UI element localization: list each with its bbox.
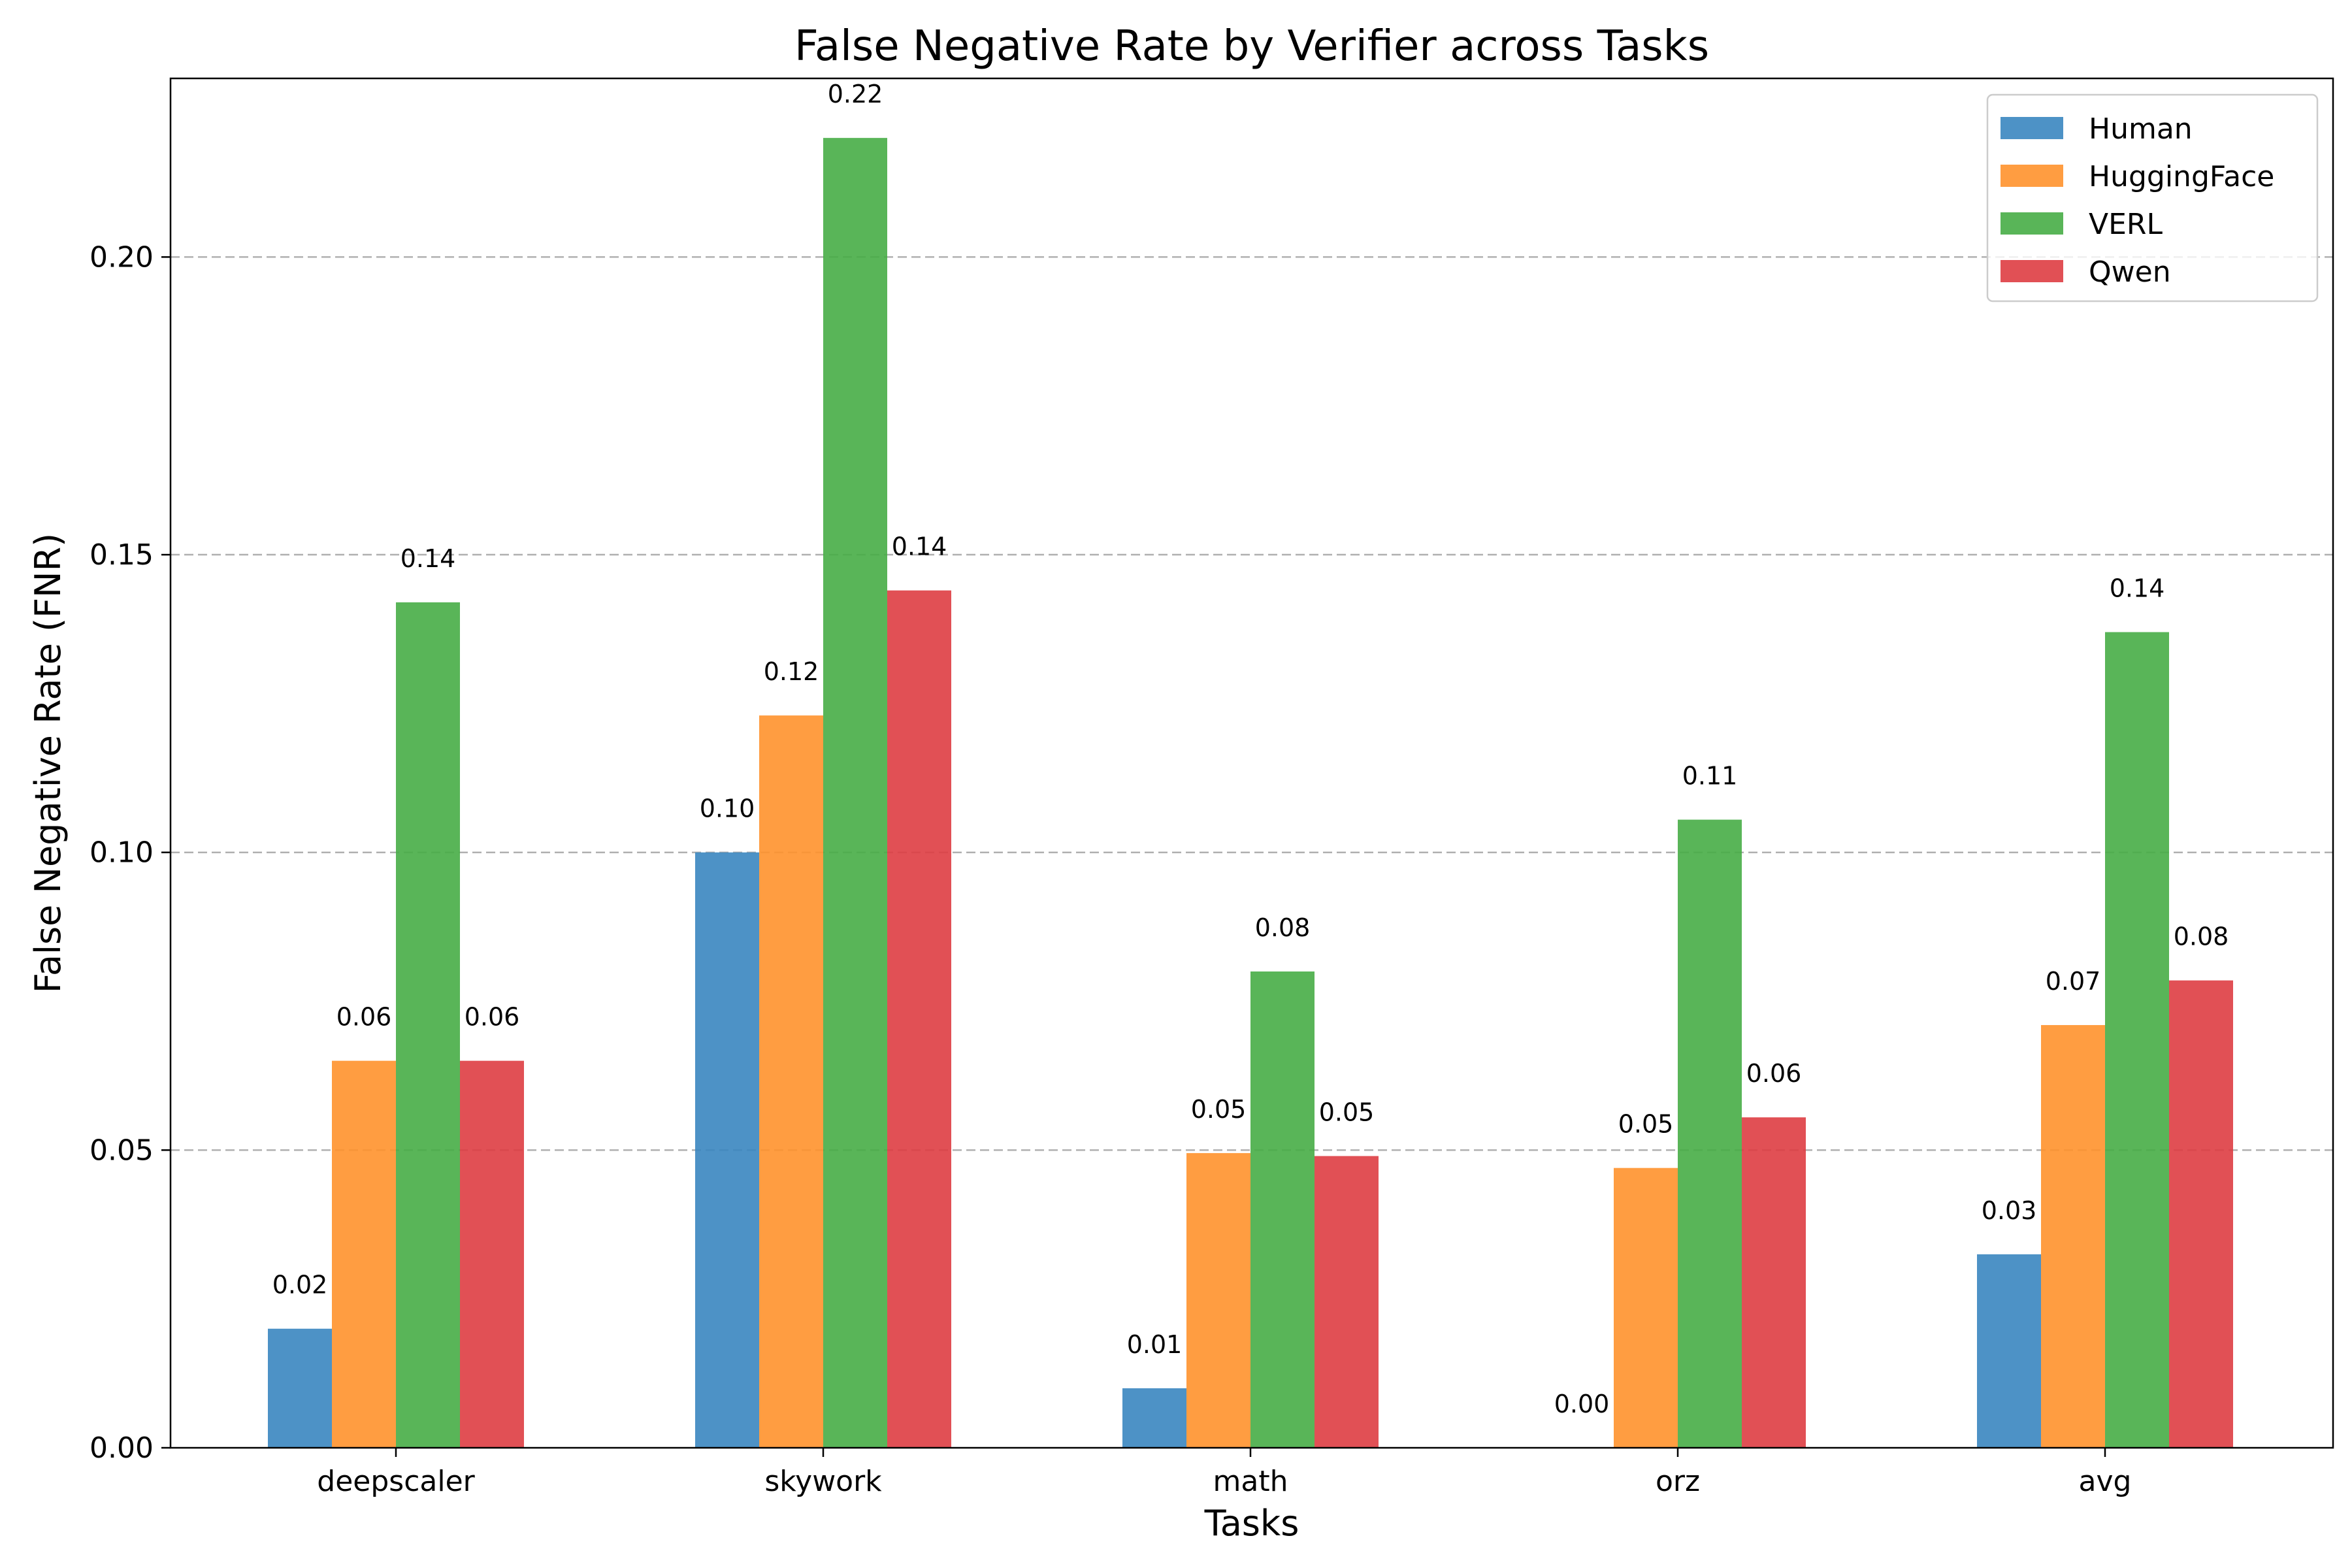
data-label: 0.06 — [336, 1003, 392, 1032]
data-label: 0.14 — [400, 544, 456, 573]
x-tick-label: math — [1213, 1465, 1288, 1498]
legend-swatch-huggingface — [2001, 165, 2063, 187]
data-label: 0.07 — [2046, 967, 2101, 996]
legend-swatch-human — [2001, 117, 2063, 139]
x-tick-label: skywork — [764, 1465, 882, 1498]
x-axis-ticks: deepscaler skywork math orz avg — [317, 1448, 2131, 1498]
bar-huggingface-avg — [2041, 1024, 2105, 1448]
bar-verl-skywork — [823, 138, 887, 1448]
grid-lines — [171, 256, 2333, 1151]
legend-label-qwen: Qwen — [2089, 255, 2171, 289]
data-label: 0.22 — [828, 80, 883, 108]
bar-human-avg — [1977, 1254, 2041, 1448]
bar-huggingface-orz — [1614, 1168, 1678, 1448]
data-label: 0.05 — [1319, 1098, 1375, 1126]
data-label: 0.05 — [1191, 1095, 1247, 1124]
x-tick-label: avg — [2079, 1465, 2132, 1498]
legend-swatch-verl — [2001, 212, 2063, 235]
y-tick-label: 0.10 — [90, 836, 154, 870]
x-tick-label: orz — [1656, 1465, 1700, 1498]
bar-verl-deepscaler — [396, 602, 460, 1448]
data-label: 0.12 — [764, 657, 819, 686]
bar-qwen-deepscaler — [460, 1060, 524, 1448]
chart-title: False Negative Rate by Verifier across T… — [794, 22, 1709, 71]
y-axis-label: False Negative Rate (FNR) — [27, 533, 69, 993]
bar-qwen-orz — [1742, 1117, 1806, 1448]
data-label: 0.01 — [1127, 1330, 1183, 1359]
legend-label-verl: VERL — [2089, 208, 2163, 241]
data-label: 0.08 — [1255, 913, 1311, 942]
data-label: 0.08 — [2174, 923, 2229, 951]
x-tick-label: deepscaler — [317, 1465, 475, 1498]
data-label: 0.03 — [1982, 1196, 2037, 1225]
y-tick-label: 0.05 — [90, 1134, 154, 1167]
y-tick-label: 0.20 — [90, 240, 154, 274]
data-label: 0.00 — [1554, 1390, 1610, 1418]
data-label: 0.06 — [465, 1003, 520, 1032]
x-axis-label: Tasks — [1204, 1503, 1299, 1544]
bar-huggingface-deepscaler — [332, 1060, 396, 1448]
bar-human-deepscaler — [268, 1328, 332, 1448]
y-tick-label: 0.00 — [90, 1431, 154, 1465]
data-label: 0.02 — [272, 1271, 328, 1299]
legend-label-huggingface: HuggingFace — [2089, 160, 2274, 193]
bar-qwen-avg — [2169, 980, 2233, 1448]
legend: Human HuggingFace VERL Qwen — [1986, 93, 2319, 302]
plot-frame — [169, 77, 2334, 1449]
legend-label-human: Human — [2089, 112, 2193, 146]
data-label: 0.11 — [1682, 762, 1738, 791]
data-labels: 0.02 0.06 0.14 0.06 0.10 0.12 0.22 0.14 0.01 0.05… — [272, 80, 2229, 1418]
bar-huggingface-math — [1186, 1152, 1250, 1448]
legend-box — [1986, 93, 2319, 302]
bar-human-math — [1122, 1388, 1186, 1448]
data-label: 0.05 — [1618, 1110, 1674, 1139]
data-label: 0.06 — [1746, 1059, 1802, 1088]
bar-huggingface-skywork — [759, 715, 823, 1448]
data-label: 0.14 — [892, 532, 947, 561]
legend-swatch-qwen — [2001, 260, 2063, 282]
data-label: 0.14 — [2110, 574, 2165, 603]
bar-qwen-math — [1315, 1156, 1379, 1448]
y-tick-label: 0.15 — [90, 538, 154, 572]
bar-verl-avg — [2105, 632, 2169, 1448]
y-axis-ticks: 0.00 0.05 0.10 0.15 0.20 — [90, 240, 171, 1465]
data-label: 0.10 — [700, 794, 755, 823]
bar-qwen-skywork — [887, 590, 951, 1448]
bar-human-skywork — [695, 852, 759, 1448]
bar-verl-math — [1250, 971, 1315, 1448]
bar-verl-orz — [1678, 819, 1742, 1448]
bars — [268, 138, 2233, 1448]
